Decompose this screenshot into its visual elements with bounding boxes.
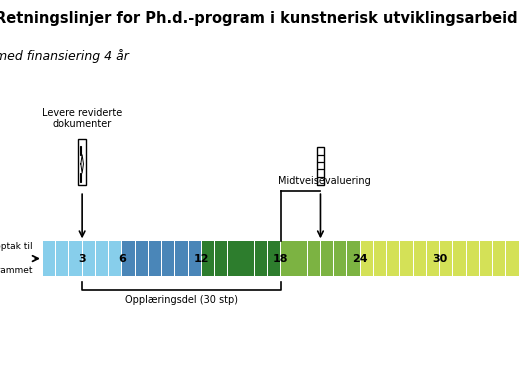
Text: 24: 24: [353, 254, 368, 264]
Bar: [387, 241, 399, 276]
Text: Opptak til: Opptak til: [0, 242, 32, 251]
Bar: [400, 241, 413, 276]
Text: 12: 12: [193, 254, 209, 264]
FancyBboxPatch shape: [317, 147, 324, 185]
Bar: [506, 241, 519, 276]
Bar: [427, 241, 439, 276]
Bar: [80, 173, 81, 182]
Text: 3: 3: [78, 254, 86, 264]
Bar: [122, 241, 135, 276]
Text: 6: 6: [118, 254, 126, 264]
Bar: [83, 241, 95, 276]
Bar: [268, 241, 280, 276]
Bar: [255, 241, 267, 276]
Bar: [96, 241, 108, 276]
Bar: [414, 241, 426, 276]
Bar: [347, 241, 359, 276]
Bar: [189, 241, 201, 276]
Text: 30: 30: [432, 254, 447, 264]
Bar: [70, 241, 82, 276]
Bar: [361, 241, 373, 276]
Bar: [307, 241, 320, 276]
Bar: [334, 241, 347, 276]
Text: Midtveisevaluering: Midtveisevaluering: [278, 176, 371, 186]
Text: Retningslinjer for Ph.d.-program i kunstnerisk utviklingsarbeid: Retningslinjer for Ph.d.-program i kunst…: [0, 11, 517, 26]
Bar: [80, 146, 81, 155]
Bar: [43, 241, 55, 276]
Bar: [228, 241, 241, 276]
Bar: [321, 241, 333, 276]
Bar: [135, 241, 148, 276]
Text: Opplæringsdel (30 stp): Opplæringsdel (30 stp): [125, 295, 238, 305]
Text: med finansiering 4 år: med finansiering 4 år: [0, 49, 129, 63]
Bar: [202, 241, 214, 276]
Text: Levere reviderte
dokumenter: Levere reviderte dokumenter: [42, 108, 122, 129]
Bar: [149, 241, 161, 276]
Bar: [493, 241, 506, 276]
Bar: [162, 241, 174, 276]
Bar: [374, 241, 386, 276]
Bar: [467, 241, 479, 276]
Bar: [242, 241, 254, 276]
Bar: [215, 241, 227, 276]
Text: programmet: programmet: [0, 266, 32, 275]
Bar: [175, 241, 187, 276]
Bar: [56, 241, 68, 276]
Bar: [480, 241, 492, 276]
Text: 18: 18: [273, 254, 288, 264]
Bar: [109, 241, 122, 276]
Bar: [440, 241, 452, 276]
Bar: [281, 241, 294, 276]
FancyBboxPatch shape: [79, 140, 86, 185]
Bar: [453, 241, 466, 276]
Bar: [295, 241, 307, 276]
